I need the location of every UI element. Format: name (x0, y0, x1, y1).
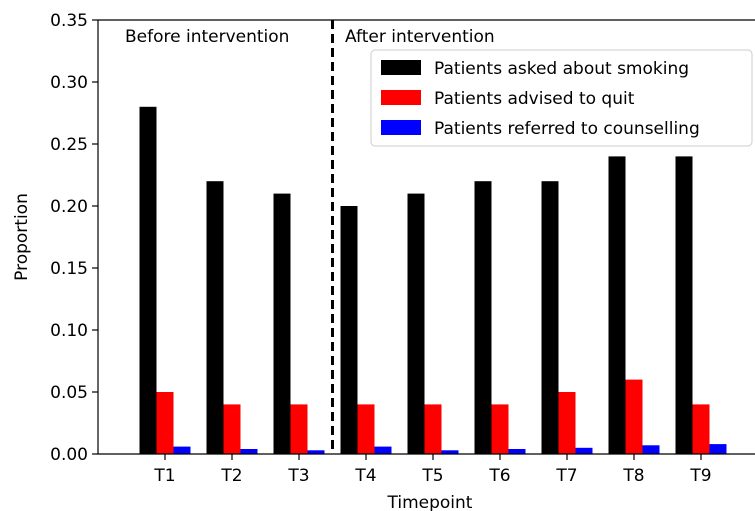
bar-t2-series-1 (223, 404, 241, 454)
bar-t6-series-0 (474, 181, 492, 454)
legend: Patients asked about smoking Patients ad… (370, 49, 753, 147)
bar-t4-series-0 (340, 206, 358, 454)
bar-t5-series-1 (424, 404, 442, 454)
bar-t1-series-2 (173, 446, 191, 454)
legend-label-asked: Patients asked about smoking (434, 59, 689, 79)
x-tick-label: T1 (153, 466, 175, 486)
bar-t6-series-1 (491, 404, 509, 454)
legend-label-referred: Patients referred to counselling (434, 119, 700, 139)
legend-label-advised: Patients advised to quit (434, 89, 635, 109)
bar-t8-series-2 (642, 445, 660, 454)
legend-swatch-asked (381, 60, 421, 75)
y-axis-label: Proportion (12, 193, 32, 281)
x-axis-label: Timepoint (387, 493, 473, 511)
bar-t1-series-1 (156, 392, 174, 454)
x-tick-label: T9 (689, 466, 711, 486)
bar-t7-series-2 (575, 447, 593, 454)
bar-t9-series-0 (675, 156, 693, 454)
bar-t8-series-1 (625, 379, 643, 454)
bar-t4-series-1 (357, 404, 375, 454)
bar-t3-series-1 (290, 404, 308, 454)
x-tick-label: T6 (488, 466, 510, 486)
legend-swatch-referred (381, 120, 421, 135)
y-tick-label: 0.30 (50, 73, 88, 93)
y-tick-label: 0.20 (50, 197, 88, 217)
x-tick-label: T2 (220, 466, 242, 486)
y-axis: 0.00 0.05 0.10 0.15 0.20 0.25 0.30 0.35 (50, 11, 98, 465)
y-tick-label: 0.35 (50, 11, 88, 31)
bar-t3-series-2 (307, 450, 325, 454)
bar-t8-series-0 (608, 156, 626, 454)
bar-t2-series-2 (240, 449, 258, 454)
x-tick-label: T3 (287, 466, 309, 486)
x-axis: T1 T2 T3 T4 T5 T6 T7 T8 T9 (153, 454, 712, 486)
bar-t9-series-1 (692, 404, 710, 454)
y-tick-label: 0.15 (50, 259, 88, 279)
bar-t7-series-0 (541, 181, 559, 454)
x-tick-label: T8 (622, 466, 644, 486)
bar-t9-series-2 (709, 444, 727, 454)
legend-frame (370, 49, 753, 147)
bar-t2-series-0 (206, 181, 224, 454)
bar-t1-series-0 (139, 106, 157, 455)
bar-t3-series-0 (273, 193, 291, 454)
annotation-before: Before intervention (125, 27, 289, 47)
y-tick-label: 0.25 (50, 135, 88, 155)
y-tick-label: 0.10 (50, 321, 88, 341)
x-tick-label: T4 (354, 466, 376, 486)
bar-t6-series-2 (508, 449, 526, 454)
annotation-after: After intervention (345, 27, 495, 47)
y-tick-label: 0.00 (50, 445, 88, 465)
bar-t4-series-2 (374, 446, 392, 454)
bar-t5-series-0 (407, 193, 425, 454)
x-tick-label: T5 (421, 466, 443, 486)
bars-group (139, 106, 727, 455)
bar-t7-series-1 (558, 392, 576, 454)
bar-t5-series-2 (441, 450, 459, 454)
x-tick-label: T7 (555, 466, 577, 486)
y-tick-label: 0.05 (50, 383, 88, 403)
legend-swatch-advised (381, 90, 421, 105)
